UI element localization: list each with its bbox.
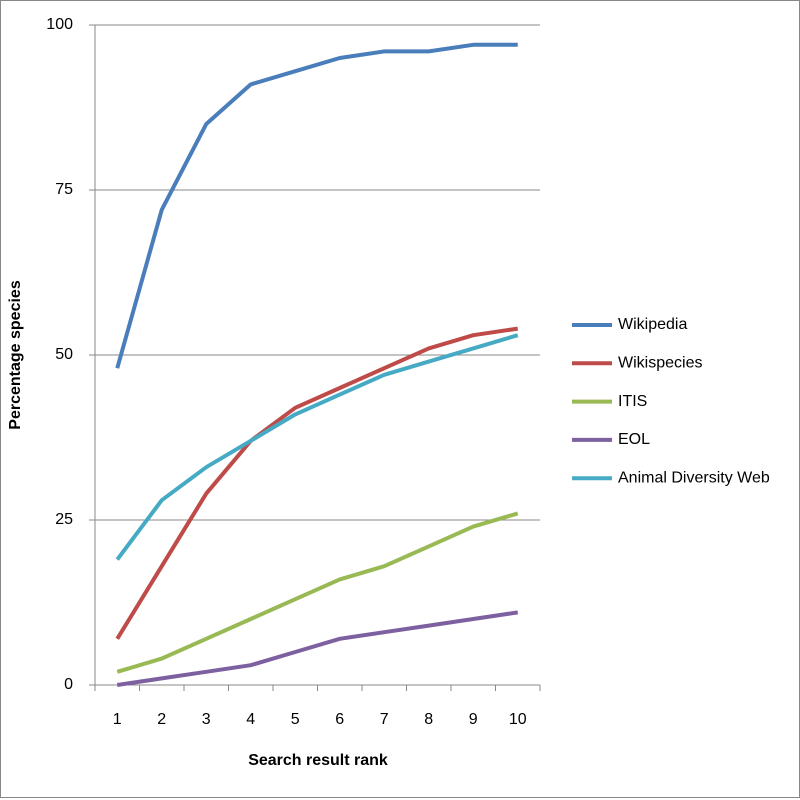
series-line	[116, 511, 519, 674]
legend-label: EOL	[618, 431, 650, 448]
x-tick-label: 5	[291, 711, 300, 728]
series-line	[115, 333, 519, 561]
y-tick-label: 50	[55, 346, 73, 363]
x-tick-label: 10	[509, 711, 527, 728]
y-tick-label: 25	[55, 511, 73, 528]
x-tick-label: 6	[335, 711, 344, 728]
x-tick-label: 2	[157, 711, 166, 728]
series-line	[116, 610, 519, 687]
y-tick-label: 0	[64, 676, 73, 693]
x-tick-label: 8	[424, 711, 433, 728]
y-axis-title: Percentage species	[7, 280, 24, 430]
x-axis-title: Search result rank	[248, 752, 388, 769]
x-tick-label: 7	[380, 711, 389, 728]
x-tick-label: 4	[246, 711, 255, 728]
x-tick-label: 9	[469, 711, 478, 728]
series-line	[115, 42, 518, 369]
x-tick-label: 3	[202, 711, 211, 728]
legend-label: ITIS	[618, 393, 647, 410]
y-tick-label: 75	[55, 181, 73, 198]
legend-label: Wikispecies	[618, 355, 702, 372]
legend-label: Wikipedia	[618, 316, 687, 333]
legend-label: Animal Diversity Web	[618, 469, 770, 486]
series-line	[115, 326, 519, 640]
y-tick-label: 100	[46, 16, 73, 33]
x-tick-label: 1	[113, 711, 122, 728]
